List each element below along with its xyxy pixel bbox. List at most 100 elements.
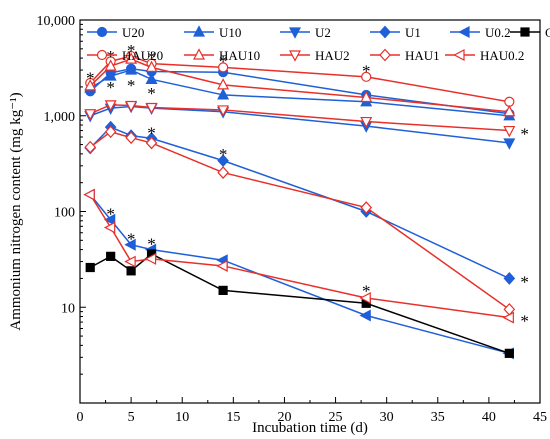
legend: U20 U10 U2 U1 U0.2 CK HAU20 HAU10 HAU2 HAU1 HAU0.2 [87,25,550,63]
legend-marker [520,27,530,37]
legend-marker [193,48,205,60]
x-tick-label: 25 [329,410,343,425]
x-tick-label: 0 [77,410,84,425]
series-line [89,253,510,355]
significance-star: * [106,47,115,66]
data-point [84,109,97,121]
data-point [218,285,228,295]
legend-item-hau10: HAU10 [184,48,260,63]
data-point [503,125,516,138]
data-point [104,69,117,81]
data-point [104,125,117,139]
legend-label: U20 [122,25,144,40]
data-point [103,221,116,234]
legend-item-u2: U2 [280,25,331,40]
legend-marker [96,26,108,38]
data-point [504,348,514,358]
significance-star: * [127,76,136,95]
x-tick-label: 30 [380,410,394,425]
y-tick-label: 100 [54,206,75,221]
data-point [124,238,136,251]
legend-label: U10 [219,25,241,40]
legend-item-u10: U10 [184,25,241,40]
data-point [104,100,117,112]
legend-marker [96,49,108,61]
y-tick-label: 1,000 [44,110,76,125]
data-point [85,262,95,273]
legend-label: HAU0.2 [480,48,524,63]
significance-star: * [219,52,228,71]
legend-label: U1 [405,25,421,40]
legend-item-u1: U1 [370,25,421,40]
x-tick-label: 15 [226,410,240,425]
data-point [145,102,158,115]
y-tick-label: 10 [61,301,75,316]
legend-marker [289,27,301,39]
data-point [360,90,373,103]
data-point [106,251,116,261]
significance-star: * [147,84,156,103]
legend-label: CK [545,25,550,40]
legend-item-hau2: HAU2 [280,48,350,63]
series-line [89,194,510,355]
significance-star: * [106,78,115,97]
legend-item-ck: CK [510,25,550,40]
significance-star: * [147,234,156,253]
data-point [144,252,157,265]
series-hau0-2 [83,188,514,324]
x-axis: 0 5 10 15 20 25 30 35 40 45 [77,397,547,425]
y-axis: 10 100 1,000 10,000 [37,14,86,375]
legend-label: HAU20 [122,48,163,63]
data-point [103,213,116,226]
legend-marker [379,48,391,62]
significance-star: * [219,145,228,164]
data-point [502,311,514,324]
series-ck [85,249,514,358]
significance-star: * [147,123,156,142]
data-point [125,52,138,64]
data-point [145,72,158,84]
legend-marker [379,25,391,39]
significance-star: * [127,41,136,60]
series-hau2 [84,100,516,138]
significance-star: * [106,205,115,224]
legend-item-hau0-2: HAU0.2 [445,48,524,63]
y-axis-title: Ammonium nitrogen content (mg kg⁻¹) [8,92,24,330]
data-point [503,104,516,117]
data-point [124,255,136,268]
x-tick-label: 5 [128,410,135,425]
legend-label: HAU2 [315,48,350,63]
significance-star: * [520,125,529,144]
data-point [84,140,97,154]
y-tick-label: 10,000 [37,14,76,29]
data-point [217,88,230,100]
annotation-layer: * * * * * * * * * * * * * * * * * * [86,41,529,330]
data-point [216,259,228,272]
data-point [84,79,97,91]
data-point [83,188,95,201]
legend-item-hau1: HAU1 [370,48,440,63]
x-tick-label: 10 [175,410,189,425]
significance-star: * [362,61,371,80]
x-tick-label: 45 [533,410,547,425]
data-point [217,154,229,168]
data-point [360,116,373,129]
data-point [359,291,371,304]
x-tick-label: 40 [482,410,496,425]
data-point [360,201,373,214]
significance-star: * [147,48,156,67]
data-point [217,166,229,179]
significance-star: * [520,272,529,291]
data-point [145,136,158,150]
data-point [217,78,230,90]
data-point [145,60,158,72]
x-tick-label: 35 [431,410,445,425]
legend-marker [453,49,465,61]
legend-item-u20: U20 [87,25,144,40]
significance-star: * [127,230,136,249]
data-point [504,96,515,107]
data-point [218,62,229,73]
legend-marker [289,50,301,62]
data-point [125,63,138,75]
